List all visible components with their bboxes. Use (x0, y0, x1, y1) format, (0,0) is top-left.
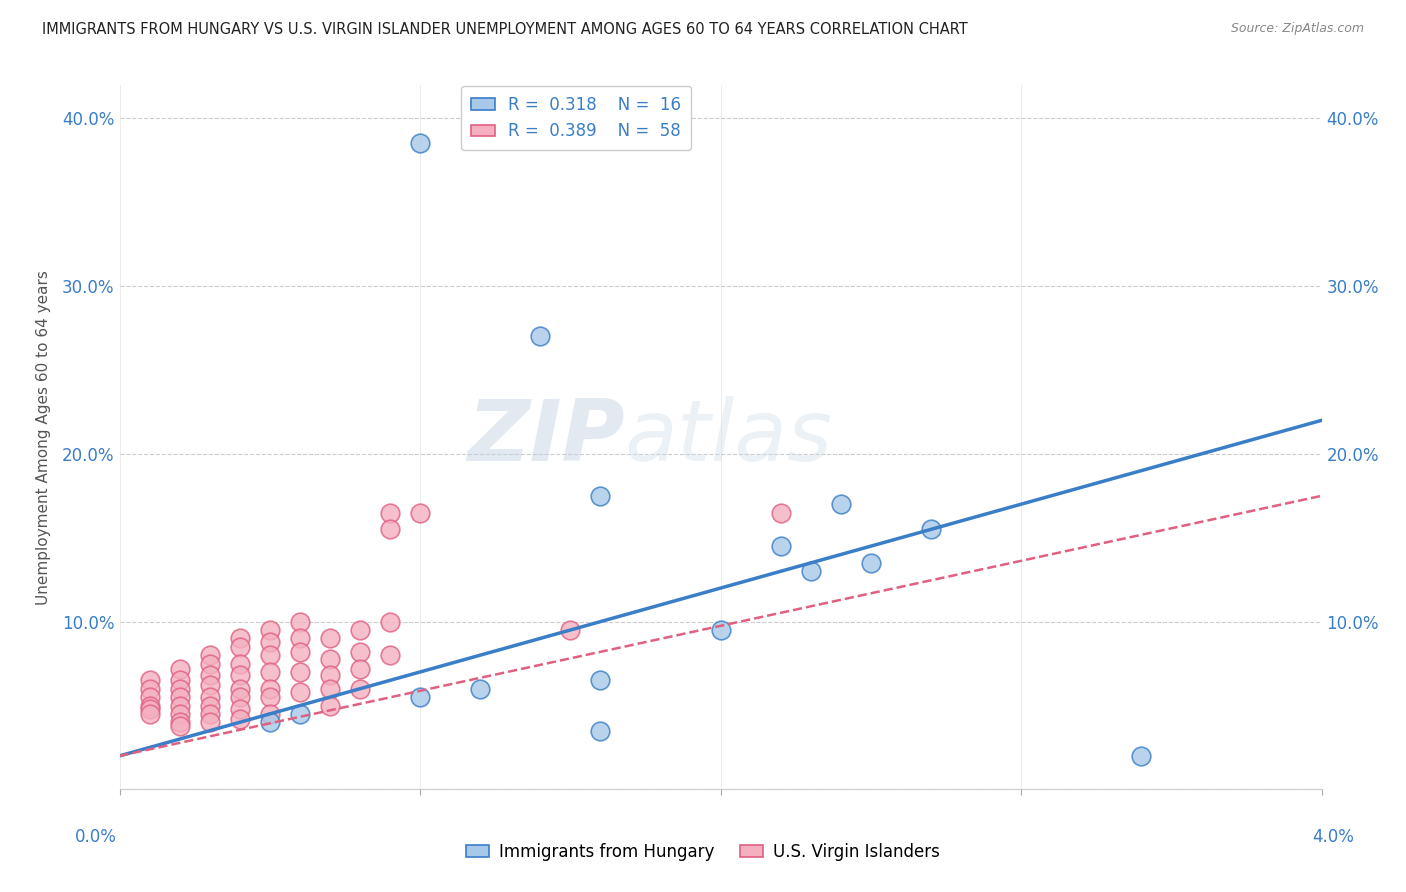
Point (138, 673, 160, 688)
Point (138, 702, 160, 716)
Point (169, 706, 191, 721)
Point (319, 698, 342, 713)
Point (319, 651, 342, 665)
Point (378, 615, 401, 629)
Point (589, 489, 612, 503)
Point (589, 723, 612, 738)
Point (288, 615, 311, 629)
Point (169, 698, 191, 713)
Point (169, 690, 191, 705)
Point (169, 715, 191, 730)
Point (560, 623, 582, 637)
Point (169, 719, 191, 733)
Point (378, 648, 401, 663)
Point (288, 706, 311, 721)
Point (198, 715, 221, 730)
Text: 0.0%: 0.0% (75, 828, 117, 846)
Point (228, 681, 252, 696)
Point (198, 706, 221, 721)
Point (859, 556, 882, 570)
Point (259, 648, 281, 663)
Point (378, 522, 401, 536)
Point (198, 678, 221, 692)
Point (529, 329, 551, 343)
Point (589, 673, 612, 688)
Point (138, 698, 160, 713)
Point (228, 702, 252, 716)
Point (468, 681, 492, 696)
Point (198, 668, 221, 682)
Point (288, 685, 311, 699)
Y-axis label: Unemployment Among Ages 60 to 64 years: Unemployment Among Ages 60 to 64 years (37, 269, 51, 605)
Point (409, 136, 432, 151)
Text: ZIP: ZIP (467, 395, 624, 479)
Text: 4.0%: 4.0% (1312, 828, 1354, 846)
Point (288, 665, 311, 679)
Point (349, 681, 371, 696)
Text: atlas: atlas (624, 395, 832, 479)
Point (169, 673, 191, 688)
Point (378, 506, 401, 520)
Point (709, 623, 731, 637)
Text: IMMIGRANTS FROM HUNGARY VS U.S. VIRGIN ISLANDER UNEMPLOYMENT AMONG AGES 60 TO 64: IMMIGRANTS FROM HUNGARY VS U.S. VIRGIN I… (42, 22, 967, 37)
Point (138, 690, 160, 705)
Point (259, 634, 281, 648)
Point (349, 645, 371, 659)
Point (138, 681, 160, 696)
Point (198, 648, 221, 663)
Text: Source: ZipAtlas.com: Source: ZipAtlas.com (1230, 22, 1364, 36)
Point (228, 640, 252, 654)
Point (259, 690, 281, 705)
Point (259, 623, 281, 637)
Point (830, 497, 852, 511)
Point (409, 690, 432, 705)
Legend: Immigrants from Hungary, U.S. Virgin Islanders: Immigrants from Hungary, U.S. Virgin Isl… (460, 837, 946, 868)
Point (319, 668, 342, 682)
Point (259, 706, 281, 721)
Point (349, 623, 371, 637)
Point (259, 715, 281, 730)
Point (228, 668, 252, 682)
Point (198, 657, 221, 671)
Point (1130, 748, 1153, 763)
Point (228, 712, 252, 726)
Point (769, 539, 792, 553)
Point (198, 690, 221, 705)
Point (409, 506, 432, 520)
Point (228, 632, 252, 646)
Legend: R =  0.318    N =  16, R =  0.389    N =  58: R = 0.318 N = 16, R = 0.389 N = 58 (461, 86, 692, 151)
Point (259, 681, 281, 696)
Point (138, 706, 160, 721)
Point (800, 564, 823, 578)
Point (319, 632, 342, 646)
Point (259, 665, 281, 679)
Point (198, 698, 221, 713)
Point (169, 662, 191, 676)
Point (169, 681, 191, 696)
Point (228, 657, 252, 671)
Point (920, 522, 942, 536)
Point (769, 506, 792, 520)
Point (288, 645, 311, 659)
Point (288, 632, 311, 646)
Point (228, 690, 252, 705)
Point (349, 662, 371, 676)
Point (319, 681, 342, 696)
